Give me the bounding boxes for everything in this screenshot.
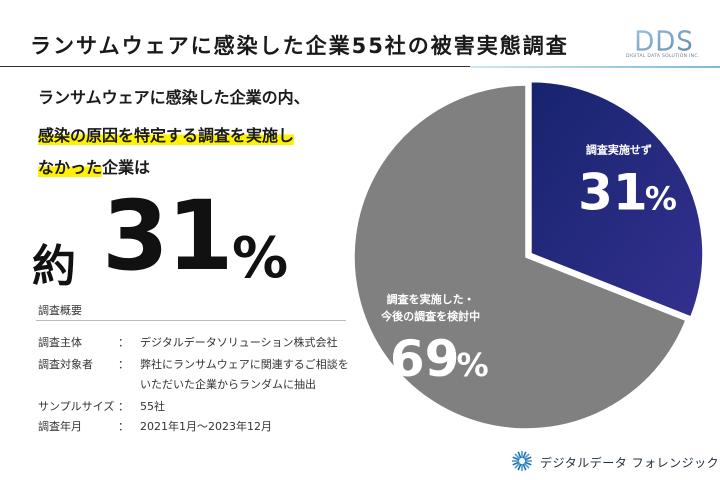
company-logo: DDS <box>634 26 694 57</box>
pie-slice <box>530 80 704 318</box>
survey-row-colon: ： <box>118 400 129 413</box>
big-stat-unit: % <box>232 226 289 291</box>
burst-ray <box>522 463 527 471</box>
headline-line-1: ランサムウェアに感染した企業の内、 <box>38 88 310 107</box>
logo-mark-text: DDS <box>634 27 694 57</box>
logo-subtitle: DIGITAL DATA SOLUTION INC. <box>626 54 700 59</box>
burst-ray <box>512 456 520 461</box>
survey-row-colon: ： <box>118 358 129 371</box>
headline-line-3: なかった企業は <box>38 158 150 178</box>
headline-line-3-rest: 企業は <box>102 158 151 177</box>
survey-row-label: 調査年月 <box>38 420 82 433</box>
survey-divider <box>36 320 346 321</box>
pie-slice-unit: % <box>457 346 489 384</box>
headline-line-2-text: 感染の原因を特定する調査を実施し <box>38 126 295 145</box>
survey-row-label: 調査主体 <box>38 336 82 349</box>
pie-slice <box>353 84 687 430</box>
pie-slice-label: 調査実施せず <box>586 142 652 156</box>
survey-row-colon: ： <box>118 420 129 433</box>
burst-ray <box>524 456 532 461</box>
big-stat-prefix: 約 <box>32 241 76 292</box>
survey-row-label: サンプルサイズ <box>38 400 115 413</box>
survey-row-value: 55社 <box>140 400 165 413</box>
headline-line-2: 感染の原因を特定する調査を実施し <box>38 126 295 146</box>
survey-heading: 調査概要 <box>38 304 82 317</box>
burst-ray <box>523 462 530 469</box>
survey-row-value: デジタルデータソリューション株式会社 <box>140 336 338 349</box>
burst-ray <box>523 453 530 460</box>
survey-row-label: 調査対象者 <box>38 358 93 371</box>
page-title: ランサムウェアに感染した企業55社の被害実態調査 <box>30 34 569 58</box>
burst-ray <box>517 463 522 471</box>
burst-ray <box>514 453 521 460</box>
pie-slice-unit: % <box>645 179 677 217</box>
pie-slice-label: 今後の調査を検討中 <box>380 309 480 323</box>
burst-ray <box>522 451 527 459</box>
headline-highlight: なかった <box>38 158 103 177</box>
pie-slice-value: 69 <box>390 330 460 388</box>
pie-slice-value: 31 <box>578 163 648 221</box>
pie-slice-label: 調査を実施した・ <box>387 292 475 306</box>
survey-row-colon: ： <box>118 336 129 349</box>
burst-ray <box>517 451 522 459</box>
survey-row-value: 2021年1月～2023年12月 <box>140 420 272 433</box>
survey-row-value: いただいた企業からランダムに抽出 <box>140 378 316 391</box>
burst-ray <box>514 462 521 469</box>
survey-row-value: 弊社にランサムウェアに関連するご相談を <box>140 358 349 371</box>
footer-company-name: デジタルデータ フォレンジック <box>540 456 720 470</box>
big-stat-number: 31 <box>102 180 234 292</box>
burst-ray <box>524 461 532 466</box>
title-divider <box>0 66 720 67</box>
forensic-logo-icon <box>512 451 532 471</box>
title-divider-accent <box>470 66 720 68</box>
burst-ray <box>512 461 520 466</box>
